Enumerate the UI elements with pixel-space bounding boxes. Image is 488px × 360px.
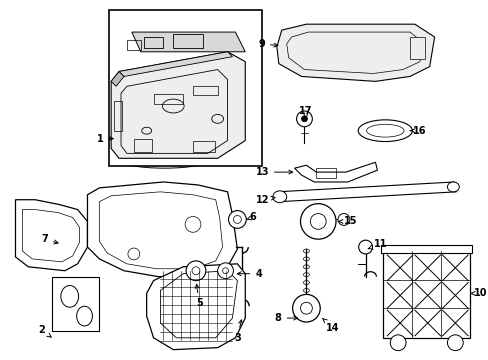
- Text: 15: 15: [338, 216, 357, 226]
- Text: 7: 7: [41, 234, 58, 244]
- Circle shape: [292, 294, 320, 322]
- Polygon shape: [276, 182, 455, 202]
- Bar: [52, 276, 99, 331]
- Bar: [381, 245, 471, 253]
- Polygon shape: [276, 24, 434, 81]
- Text: 13: 13: [255, 167, 292, 177]
- Polygon shape: [132, 32, 245, 52]
- Text: 12: 12: [255, 195, 275, 205]
- Polygon shape: [119, 52, 232, 76]
- Text: 6: 6: [246, 212, 255, 222]
- Ellipse shape: [358, 120, 411, 141]
- Bar: [173, 34, 203, 48]
- Bar: [409, 37, 424, 59]
- Bar: [316, 168, 335, 178]
- Text: 8: 8: [274, 313, 297, 323]
- Bar: [143, 37, 163, 48]
- Ellipse shape: [272, 191, 286, 203]
- Text: 14: 14: [322, 318, 339, 333]
- Text: 16: 16: [409, 126, 426, 136]
- Circle shape: [296, 111, 312, 127]
- Bar: [114, 101, 122, 131]
- Polygon shape: [87, 182, 237, 276]
- Circle shape: [300, 204, 335, 239]
- Bar: [127, 40, 141, 50]
- Bar: [153, 94, 183, 104]
- Circle shape: [301, 116, 307, 122]
- Text: 17: 17: [298, 106, 311, 119]
- Text: 4: 4: [237, 269, 262, 279]
- Polygon shape: [294, 162, 377, 182]
- Bar: [134, 139, 151, 152]
- Circle shape: [389, 335, 405, 351]
- Ellipse shape: [447, 182, 458, 192]
- Polygon shape: [16, 200, 87, 271]
- Polygon shape: [146, 264, 245, 350]
- Text: 11: 11: [367, 239, 386, 249]
- Polygon shape: [111, 72, 124, 86]
- Circle shape: [447, 335, 462, 351]
- Text: 10: 10: [470, 288, 487, 298]
- Bar: [193, 86, 217, 95]
- Polygon shape: [111, 52, 245, 158]
- Text: 5: 5: [195, 284, 203, 308]
- Circle shape: [337, 213, 349, 225]
- Bar: [383, 251, 469, 338]
- Circle shape: [186, 261, 205, 280]
- Circle shape: [228, 211, 246, 228]
- Bar: [109, 10, 262, 166]
- Polygon shape: [160, 271, 237, 338]
- Text: 9: 9: [258, 39, 277, 49]
- Text: 3: 3: [234, 320, 242, 343]
- Circle shape: [358, 240, 372, 254]
- Text: 1: 1: [96, 134, 113, 144]
- Circle shape: [217, 263, 233, 279]
- Polygon shape: [160, 271, 237, 338]
- Bar: [193, 140, 214, 152]
- Text: 2: 2: [38, 325, 51, 337]
